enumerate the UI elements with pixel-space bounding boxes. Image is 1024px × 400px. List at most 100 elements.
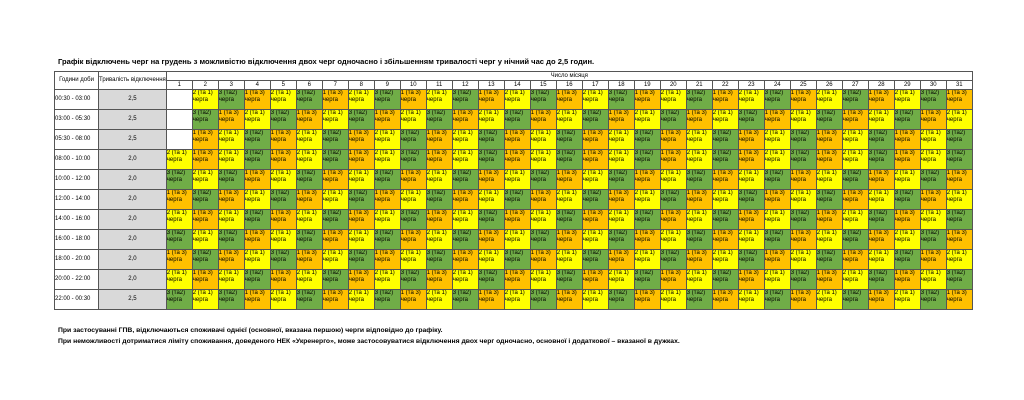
queue-label: 2 (та 1) bbox=[868, 190, 889, 197]
queue-label: 1 (та 3) bbox=[218, 250, 239, 257]
header-row: Години доби Тривалість відключення Число… bbox=[54, 71, 973, 90]
queue-cell: 1 (та 3) черга bbox=[841, 189, 869, 210]
queue-word: черга bbox=[530, 177, 546, 183]
queue-cell: 1 (та 3) черга bbox=[945, 89, 973, 110]
queue-word: черга bbox=[712, 257, 728, 263]
queue-word: черга bbox=[764, 137, 780, 143]
queue-word: черга bbox=[582, 97, 598, 103]
queue-label: 1 (та 3) bbox=[790, 170, 811, 177]
queue-cell: 1 (та 3) черга bbox=[633, 169, 661, 190]
queue-cell: 3 (та2) черга bbox=[867, 269, 895, 290]
day-number: 27 bbox=[841, 80, 869, 90]
queue-label: 2 (та 1) bbox=[218, 150, 239, 157]
queue-label: 3 (та2) bbox=[322, 150, 342, 157]
queue-label: 2 (та 1) bbox=[920, 130, 941, 137]
queue-cell: 1 (та 3) черга bbox=[633, 229, 661, 250]
queue-cell: 2 (та 1) черга bbox=[737, 229, 765, 250]
day-number: 31 bbox=[945, 80, 973, 90]
queue-label: 3 (та2) bbox=[686, 230, 706, 237]
queue-cell: 2 (та 1) черга bbox=[581, 229, 609, 250]
queue-word: черга bbox=[816, 277, 832, 283]
queue-label: 3 (та2) bbox=[452, 170, 472, 177]
queue-label: 1 (та 3) bbox=[400, 90, 421, 97]
queue-cell: 2 (та 1) черга bbox=[815, 169, 843, 190]
queue-cell: 2 (та 1) черга bbox=[945, 189, 973, 210]
queue-label: 3 (та2) bbox=[452, 90, 472, 97]
queue-word: черга bbox=[322, 217, 338, 223]
queue-label: 2 (та 1) bbox=[270, 90, 291, 97]
schedule-row: 14:00 - 16:00 2,0 2 (та 1) черга 1 (та 3) чер… bbox=[54, 209, 973, 230]
queue-cell: 2 (та 1) черга bbox=[321, 189, 349, 210]
queue-label: 3 (та2) bbox=[218, 290, 238, 297]
queue-cell: 3 (та2) черга bbox=[763, 89, 791, 110]
queue-label: 1 (та 3) bbox=[244, 90, 265, 97]
queue-word: черга bbox=[894, 217, 910, 223]
queue-cell: 3 (та2) черга bbox=[243, 129, 271, 150]
queue-cell: 3 (та2) черга bbox=[217, 89, 245, 110]
queue-word: черга bbox=[348, 137, 364, 143]
queue-word: черга bbox=[582, 117, 598, 123]
queue-cell: 3 (та2) черга bbox=[399, 269, 427, 290]
queue-cell: 2 (та 1) черга bbox=[477, 109, 505, 130]
queue-cell: 3 (та2) черга bbox=[789, 209, 817, 230]
queue-label: 2 (та 1) bbox=[660, 290, 681, 297]
queue-cell: 1 (та 3) черга bbox=[347, 209, 375, 230]
queue-cell: 2 (та 1) черга bbox=[191, 229, 219, 250]
queue-cell: 2 (та 1) черга bbox=[789, 249, 817, 270]
queue-word: черга bbox=[946, 117, 962, 123]
queue-word: черга bbox=[790, 137, 806, 143]
queue-cell: 3 (та2) черга bbox=[295, 89, 323, 110]
queue-cell: 2 (та 1) черга bbox=[711, 109, 739, 130]
queue-cell: 3 (та2) черга bbox=[373, 169, 401, 190]
queue-label: 3 (та2) bbox=[894, 250, 914, 257]
queue-label: 3 (та2) bbox=[634, 150, 654, 157]
queue-cell: 2 (та 1) черга bbox=[815, 289, 843, 310]
queue-label: 2 (та 1) bbox=[530, 150, 551, 157]
queue-word: черга bbox=[244, 117, 260, 123]
queue-label: 1 (та 3) bbox=[894, 150, 915, 157]
queue-cell: 1 (та 3) черга bbox=[893, 129, 921, 150]
queue-cell: 1 (та 3) черга bbox=[503, 269, 531, 290]
queue-cell: 3 (та2) черга bbox=[217, 289, 245, 310]
queue-cell: 3 (та2) черга bbox=[919, 169, 947, 190]
queue-label: 3 (та2) bbox=[556, 210, 576, 217]
queue-cell: 2 (та 1) черга bbox=[295, 129, 323, 150]
queue-word: черга bbox=[712, 117, 728, 123]
queue-label: 1 (та 3) bbox=[764, 190, 785, 197]
queue-word: черга bbox=[192, 157, 208, 163]
queue-word: черга bbox=[244, 257, 260, 263]
queue-cell: 2 (та 1) черга bbox=[217, 209, 245, 230]
queue-word: черга bbox=[374, 157, 390, 163]
queue-label: 2 (та 1) bbox=[842, 130, 863, 137]
queue-label: 3 (та2) bbox=[296, 90, 316, 97]
queue-word: черга bbox=[608, 157, 624, 163]
queue-word: черга bbox=[738, 297, 754, 303]
queue-label: 1 (та 3) bbox=[712, 90, 733, 97]
queue-label: 2 (та 1) bbox=[374, 210, 395, 217]
queue-cell: 3 (та2) черга bbox=[893, 249, 921, 270]
queue-cell: 2 (та 1) черга bbox=[685, 129, 713, 150]
queue-word: черга bbox=[738, 217, 754, 223]
queue-label: 2 (та 1) bbox=[608, 130, 629, 137]
queue-word: черга bbox=[322, 237, 338, 243]
queue-cell: 3 (та2) черга bbox=[347, 189, 375, 210]
queue-cell: 2 (та 1) черга bbox=[815, 229, 843, 250]
queue-word: черга bbox=[244, 177, 260, 183]
queue-cell: 3 (та2) черга bbox=[581, 249, 609, 270]
queue-label: 3 (та2) bbox=[816, 110, 836, 117]
queue-label: 1 (та 3) bbox=[712, 290, 733, 297]
queue-word: черга bbox=[920, 177, 936, 183]
queue-label: 2 (та 1) bbox=[816, 230, 837, 237]
queue-word: черга bbox=[946, 297, 962, 303]
queue-word: черга bbox=[634, 297, 650, 303]
queue-word: черга bbox=[504, 217, 520, 223]
queue-word: черга bbox=[452, 277, 468, 283]
queue-cell: 3 (та2) черга bbox=[867, 129, 895, 150]
queue-label: 1 (та 3) bbox=[946, 290, 967, 297]
queue-cell: 3 (та2) черга bbox=[841, 289, 869, 310]
queue-label: 1 (та 3) bbox=[348, 270, 369, 277]
queue-label: 3 (та2) bbox=[764, 290, 784, 297]
queue-word: черга bbox=[842, 297, 858, 303]
queue-cell: 3 (та2) черга bbox=[711, 209, 739, 230]
queue-word: черга bbox=[426, 177, 442, 183]
